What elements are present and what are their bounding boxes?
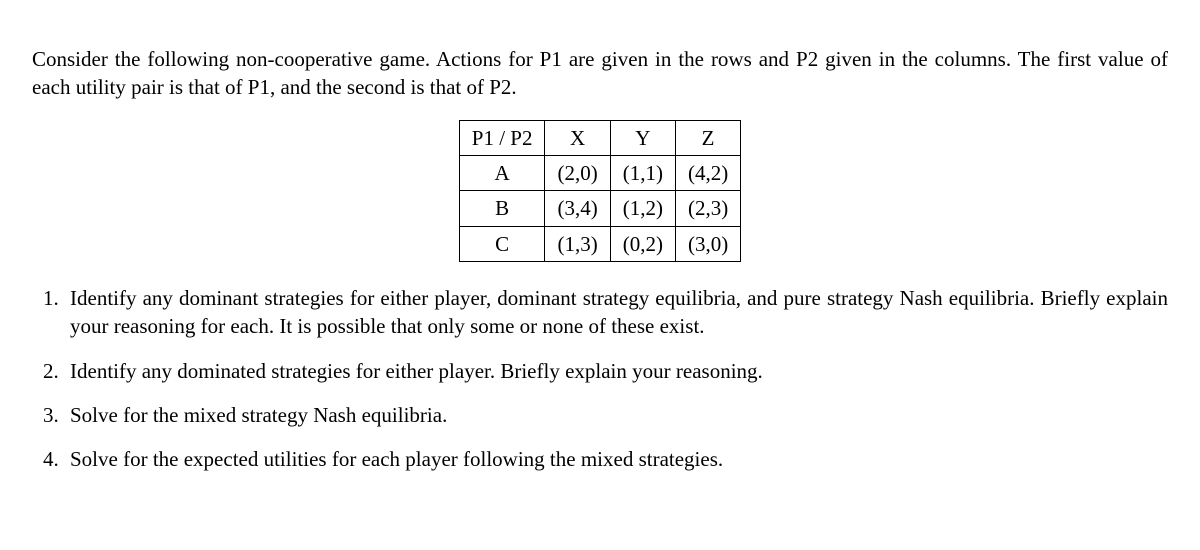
question-item: Identify any dominant strategies for eit…	[64, 284, 1168, 341]
payoff-cell: (3,4)	[545, 191, 610, 226]
payoff-cell: (1,3)	[545, 226, 610, 261]
payoff-cell: (4,2)	[675, 156, 740, 191]
col-header: Y	[610, 120, 675, 155]
table-row: A (2,0) (1,1) (4,2)	[459, 156, 740, 191]
table-header-row: P1 / P2 X Y Z	[459, 120, 740, 155]
payoff-cell: (0,2)	[610, 226, 675, 261]
question-list: Identify any dominant strategies for eit…	[32, 284, 1168, 474]
row-header: B	[459, 191, 545, 226]
table-row: B (3,4) (1,2) (2,3)	[459, 191, 740, 226]
payoff-cell: (3,0)	[675, 226, 740, 261]
row-header: A	[459, 156, 545, 191]
payoff-cell: (1,1)	[610, 156, 675, 191]
payoff-cell: (2,0)	[545, 156, 610, 191]
row-header: C	[459, 226, 545, 261]
table-corner-cell: P1 / P2	[459, 120, 545, 155]
table-row: C (1,3) (0,2) (3,0)	[459, 226, 740, 261]
game-table-container: P1 / P2 X Y Z A (2,0) (1,1) (4,2) B (3,4…	[32, 120, 1168, 262]
question-item: Identify any dominated strategies for ei…	[64, 357, 1168, 385]
question-item: Solve for the mixed strategy Nash equili…	[64, 401, 1168, 429]
col-header: Z	[675, 120, 740, 155]
payoff-cell: (2,3)	[675, 191, 740, 226]
intro-paragraph: Consider the following non-cooperative g…	[32, 45, 1168, 102]
question-item: Solve for the expected utilities for eac…	[64, 445, 1168, 473]
game-payoff-table: P1 / P2 X Y Z A (2,0) (1,1) (4,2) B (3,4…	[459, 120, 741, 262]
col-header: X	[545, 120, 610, 155]
payoff-cell: (1,2)	[610, 191, 675, 226]
